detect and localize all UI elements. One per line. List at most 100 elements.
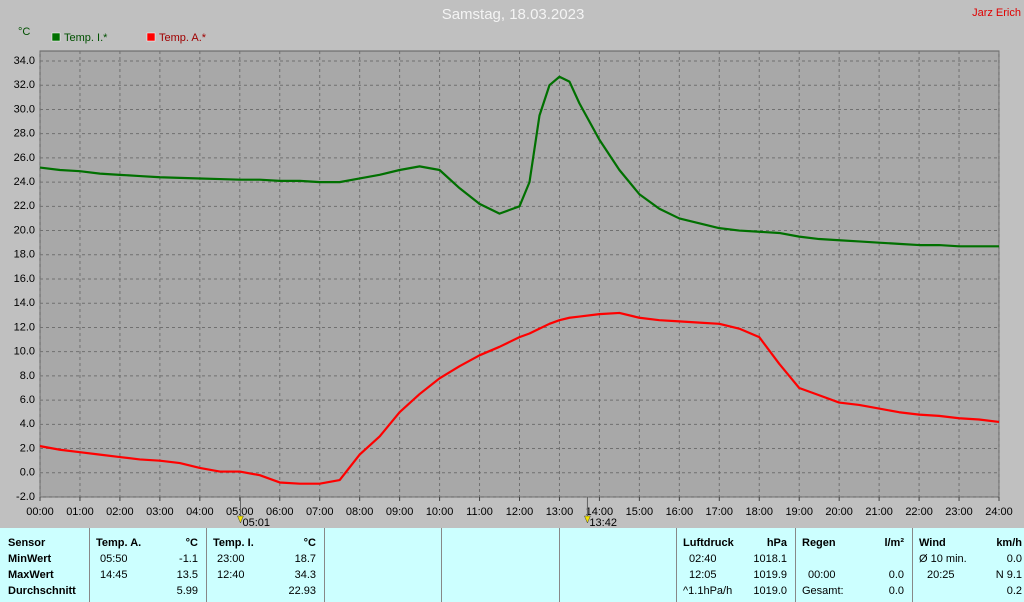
x-tick-label: 22:00	[905, 506, 933, 518]
empty-column	[442, 528, 560, 602]
legend-swatch	[51, 32, 61, 42]
unit: °C	[303, 537, 316, 549]
value: 0.0	[888, 585, 904, 597]
header: Luftdruck	[683, 537, 734, 549]
x-tick-label: 13:00	[546, 506, 574, 518]
row-label: Durchschnitt	[8, 585, 76, 597]
y-tick-label: 14.0	[14, 297, 35, 309]
marker-icon	[237, 515, 244, 524]
time: 23:00	[217, 553, 245, 565]
time: 00:00	[808, 569, 836, 581]
x-tick-label: 19:00	[785, 506, 813, 518]
header: Temp. I.	[213, 537, 254, 549]
marker-label: 13:42	[589, 517, 617, 528]
x-tick-label: 11:00	[466, 506, 493, 518]
stats-panel: Sensor MinWert MaxWert Durchschnitt Temp…	[0, 528, 1024, 602]
y-tick-label: 30.0	[14, 103, 35, 115]
y-tick-label: 8.0	[20, 370, 35, 382]
x-tick-label: 24:00	[985, 506, 1013, 518]
unit: °C	[185, 537, 198, 549]
value: 5.99	[176, 585, 198, 597]
x-tick-label: 04:00	[186, 506, 214, 518]
value: 0.0	[1006, 553, 1022, 565]
y-tick-label: 20.0	[14, 224, 35, 236]
value: 0.0	[888, 569, 904, 581]
time: 12:05	[689, 569, 717, 581]
x-tick-label: 06:00	[266, 506, 294, 518]
x-tick-label: 05:00	[226, 506, 254, 518]
label: Ø 10 min.	[919, 553, 967, 565]
time: 02:40	[689, 553, 717, 565]
time: 14:45	[100, 569, 128, 581]
temp-a-column: Temp. A. °C 05:50 -1.1 14:45 13.5 5.99	[90, 528, 207, 602]
y-tick-label: 10.0	[14, 346, 35, 358]
empty-column	[325, 528, 442, 602]
y-tick-label: -2.0	[16, 491, 35, 503]
chart-title: Samstag, 18.03.2023	[442, 6, 585, 23]
x-tick-label: 09:00	[386, 506, 414, 518]
series-line	[39, 311, 1000, 485]
value: 18.7	[294, 553, 316, 565]
x-tick-label: 15:00	[626, 506, 654, 518]
y-tick-label: 32.0	[14, 79, 35, 91]
unit: km/h	[996, 537, 1022, 549]
value: 1019.0	[753, 585, 787, 597]
legend-label: Temp. I.*	[64, 32, 108, 44]
y-tick-label: 0.0	[20, 467, 35, 479]
trend: ^1.1hPa/h	[683, 585, 733, 597]
y-tick-label: 2.0	[20, 442, 35, 454]
sensor-column: Sensor MinWert MaxWert Durchschnitt	[0, 528, 90, 602]
luftdruck-column: Luftdruck hPa 02:40 1018.1 12:05 1019.9 …	[677, 528, 796, 602]
x-tick-label: 18:00	[745, 506, 773, 518]
x-tick-label: 14:00	[586, 506, 614, 518]
legend-swatch	[146, 32, 156, 42]
marker-icon	[584, 515, 591, 524]
value: 13.5	[176, 569, 198, 581]
y-tick-label: 22.0	[14, 200, 35, 212]
unit: hPa	[766, 537, 787, 549]
value: 22.93	[288, 585, 316, 597]
header: Wind	[919, 537, 946, 549]
x-tick-label: 12:00	[506, 506, 534, 518]
value: N 9.1	[995, 569, 1022, 581]
regen-column: Regen l/m² 00:00 0.0 Gesamt: 0.0	[796, 528, 913, 602]
y-tick-label: 16.0	[14, 273, 35, 285]
author: Jarz Erich	[972, 7, 1021, 19]
x-tick-label: 21:00	[865, 506, 893, 518]
wind-column: Wind km/h Ø 10 min. 0.0 20:25 N 9.1 0.2	[913, 528, 1024, 602]
x-tick-label: 08:00	[346, 506, 374, 518]
time: 12:40	[217, 569, 245, 581]
x-tick-label: 00:00	[26, 506, 54, 518]
y-tick-label: 24.0	[14, 176, 35, 188]
time: 05:50	[100, 553, 128, 565]
y-tick-label: 12.0	[14, 321, 35, 333]
x-tick-label: 07:00	[306, 506, 334, 518]
x-tick-label: 17:00	[706, 506, 734, 518]
y-tick-label: 26.0	[14, 152, 35, 164]
label: Gesamt:	[802, 585, 844, 597]
y-tick-label: 6.0	[20, 394, 35, 406]
value: -1.1	[179, 553, 198, 565]
x-tick-label: 10:00	[426, 506, 454, 518]
row-label: MaxWert	[8, 569, 54, 581]
temp-i-column: Temp. I. °C 23:00 18.7 12:40 34.3 22.93	[207, 528, 325, 602]
value: 1019.9	[753, 569, 787, 581]
series-line	[39, 75, 999, 248]
marker-label: 05:01	[242, 517, 270, 528]
x-tick-label: 16:00	[666, 506, 694, 518]
empty-column	[560, 528, 677, 602]
value: 34.3	[294, 569, 316, 581]
y-tick-label: 34.0	[14, 55, 35, 67]
header: Sensor	[8, 537, 46, 549]
row-label: MinWert	[8, 553, 52, 565]
header: Temp. A.	[96, 537, 142, 549]
unit: l/m²	[884, 537, 904, 549]
y-tick-label: 28.0	[14, 128, 35, 140]
value: 0.2	[1006, 585, 1022, 597]
y-axis-label: °C	[18, 26, 30, 38]
chart: Samstag, 18.03.2023 Jarz Erich °C -2.0 0.…	[14, 6, 1021, 528]
x-tick-label: 20:00	[825, 506, 853, 518]
y-tick-label: 18.0	[14, 249, 35, 261]
header: Regen	[802, 537, 836, 549]
